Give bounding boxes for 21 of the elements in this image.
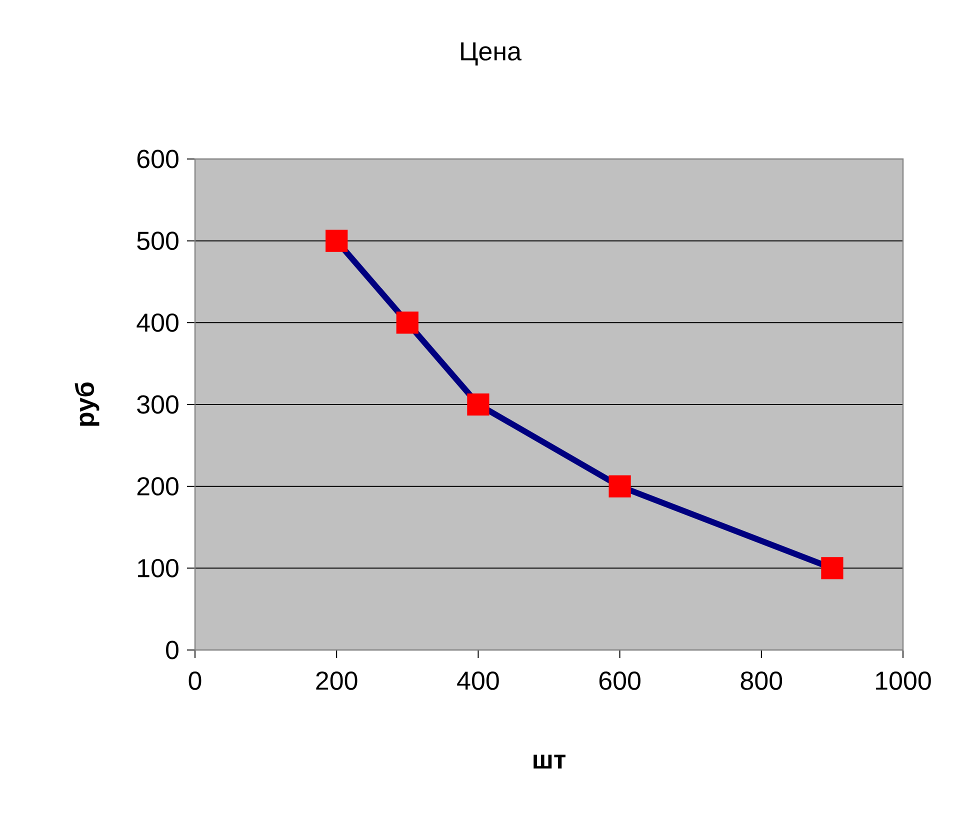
y-tick-label: 0 xyxy=(166,640,178,660)
y-tick-label: 500 xyxy=(137,232,178,250)
point xyxy=(326,230,348,252)
point xyxy=(396,312,418,334)
point xyxy=(608,475,631,498)
x-tick-label: 1000 xyxy=(876,672,931,690)
y-tick-label: 200 xyxy=(137,477,178,496)
y-tick-label: 300 xyxy=(137,395,178,414)
y-axis-title: руб xyxy=(74,382,100,426)
y-tick-label: 400 xyxy=(136,313,178,332)
x-tick-label: 800 xyxy=(740,672,782,690)
chart-title: Цена xyxy=(461,42,522,66)
x-tick-label: 400 xyxy=(457,672,499,690)
point xyxy=(467,393,490,416)
point xyxy=(821,557,844,580)
y-tick-label: 100 xyxy=(138,558,178,578)
x-tick-label: 200 xyxy=(316,672,358,690)
y-tick-label: 600 xyxy=(137,150,178,168)
x-tick-label: 0 xyxy=(188,672,202,690)
x-tick-label: 600 xyxy=(599,672,640,690)
x-axis-title: шт xyxy=(534,754,566,769)
